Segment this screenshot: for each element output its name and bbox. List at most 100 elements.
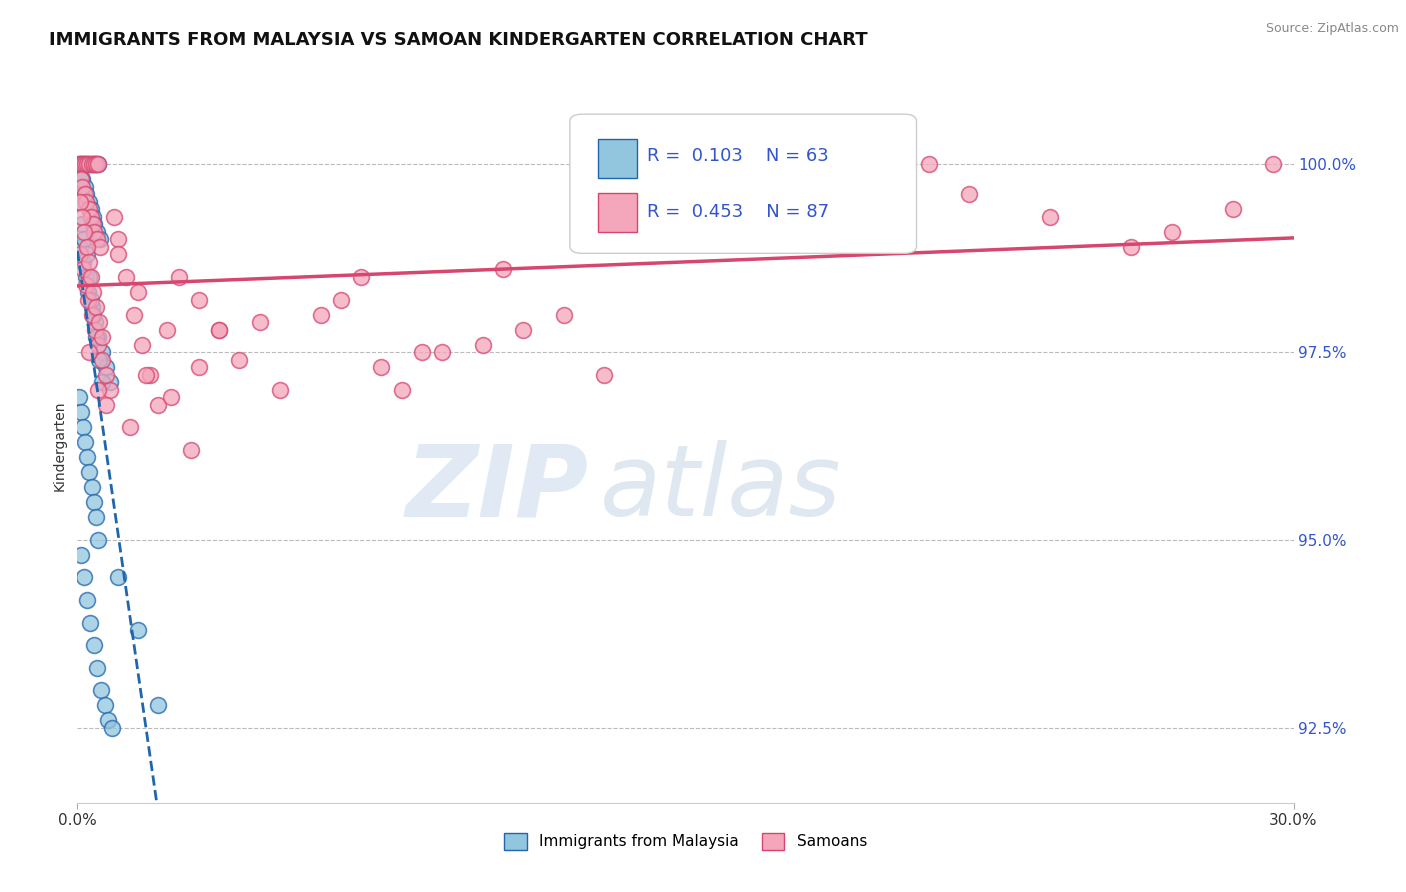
Point [82,218,104,232]
Point [75,270,97,285]
Point [167,270,190,285]
Point [76,247,98,261]
Point [370,360,392,375]
Point [69,194,91,209]
Point [77,285,100,299]
Point [80,300,103,314]
Point [180,442,202,457]
Point [79,465,101,479]
Point [208,322,231,336]
Point [70,405,93,419]
Point [90,352,112,367]
Point [83,638,105,652]
Point [155,322,177,336]
Point [411,345,433,359]
Point [82,210,104,224]
Point [1222,202,1244,217]
Text: ZIP: ZIP [405,441,588,537]
Point [72,255,94,269]
Point [83,495,105,509]
Point [67,157,90,171]
Point [94,368,117,382]
Point [87,352,110,367]
Point [80,210,103,224]
Point [86,157,108,171]
Point [83,157,105,171]
Point [103,210,125,224]
Point [83,157,105,171]
Point [107,247,129,261]
Point [118,420,141,434]
Point [188,360,211,375]
Point [90,345,112,359]
Point [73,570,96,584]
Point [101,721,124,735]
Point [79,615,101,630]
Point [73,225,96,239]
Point [1121,240,1143,254]
Point [69,548,91,562]
Point [70,157,93,171]
Point [67,390,90,404]
Point [1161,225,1184,239]
Point [72,420,94,434]
Legend: Immigrants from Malaysia, Samoans: Immigrants from Malaysia, Samoans [498,827,873,855]
Point [553,308,575,322]
Point [755,194,778,209]
Point [80,480,103,494]
Point [77,293,100,307]
FancyBboxPatch shape [569,114,917,253]
Point [83,218,105,232]
Point [98,375,121,389]
Point [75,435,97,450]
Point [72,262,94,277]
Point [72,157,94,171]
Point [80,202,103,217]
Point [148,398,170,412]
Point [77,270,100,285]
Point [86,533,108,547]
Point [79,345,101,359]
Point [107,570,129,584]
Point [83,225,105,239]
Point [98,383,121,397]
Point [512,322,534,336]
Point [593,368,616,382]
Point [76,593,98,607]
Point [208,322,231,336]
Text: R =  0.103    N = 63: R = 0.103 N = 63 [647,147,828,165]
Point [73,232,96,246]
Point [70,172,93,186]
Point [918,157,941,171]
Point [139,368,162,382]
Point [471,337,494,351]
FancyBboxPatch shape [598,139,637,178]
Point [69,194,91,209]
Point [70,210,93,224]
Point [77,202,100,217]
Point [84,157,107,171]
Point [148,698,170,713]
Point [430,345,453,359]
Point [1263,157,1285,171]
Point [1039,210,1062,224]
Point [70,157,93,171]
Text: Source: ZipAtlas.com: Source: ZipAtlas.com [1265,22,1399,36]
Point [84,300,107,314]
Point [70,218,93,232]
Point [94,360,117,375]
Point [135,368,157,382]
Point [69,247,91,261]
Point [94,698,117,713]
Point [72,157,94,171]
Point [87,330,110,344]
Point [75,187,97,202]
Point [249,315,271,329]
Point [86,232,108,246]
Point [131,337,153,351]
Point [89,240,111,254]
Point [86,157,108,171]
Point [115,270,138,285]
Point [84,322,107,336]
Point [329,293,352,307]
